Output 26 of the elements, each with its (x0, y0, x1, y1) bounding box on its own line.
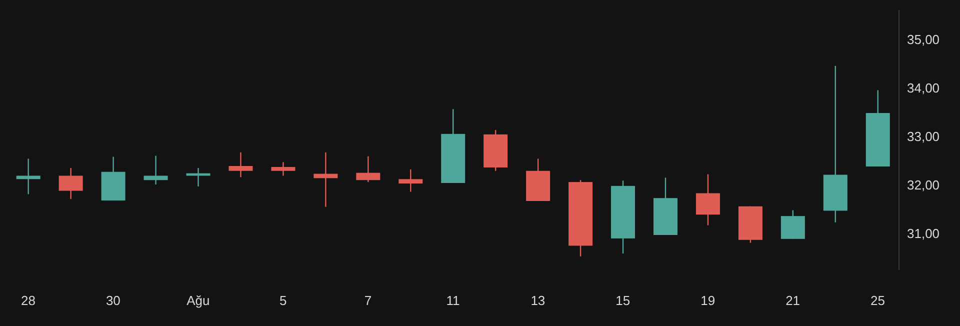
x-tick-label: 5 (279, 293, 287, 308)
x-tick-label: 15 (616, 293, 630, 308)
candlestick (144, 155, 168, 186)
x-tick-label: 30 (106, 293, 120, 308)
candlestick (228, 152, 253, 178)
x-tick-label: 25 (870, 293, 885, 308)
candlestick (398, 168, 423, 192)
x-tick-label: 28 (21, 293, 36, 308)
x-tick-label: 21 (786, 293, 800, 308)
y-tick-label: 33,00 (907, 128, 940, 144)
y-tick-label: 32,00 (907, 178, 940, 193)
candlestick (696, 174, 720, 226)
x-tick-label: 7 (364, 293, 372, 308)
candlestick (58, 167, 83, 200)
y-tick-label: 35,00 (907, 32, 940, 47)
candlestick (271, 162, 296, 176)
y-tick-label: 34,00 (907, 80, 940, 96)
candlestick (780, 210, 805, 240)
x-tick-label: 13 (530, 293, 546, 308)
candlestick (16, 158, 40, 195)
y-tick-label: 31,00 (907, 226, 940, 242)
candlestick (356, 156, 380, 183)
candlestick (314, 152, 338, 208)
x-tick-label: 19 (700, 293, 716, 308)
x-tick-label: Ağu (186, 293, 210, 308)
x-tick-label: 11 (446, 293, 460, 308)
